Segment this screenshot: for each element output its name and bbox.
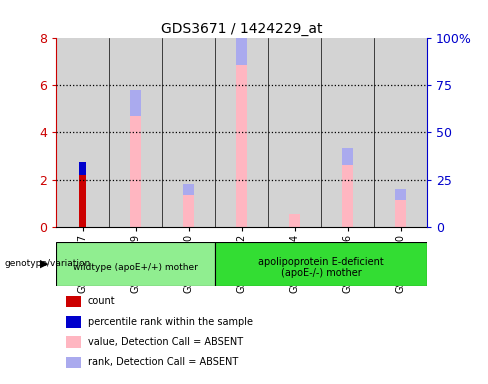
Text: value, Detection Call = ABSENT: value, Detection Call = ABSENT <box>88 337 243 347</box>
Bar <box>215 242 427 286</box>
Bar <box>162 38 215 227</box>
Bar <box>289 214 300 227</box>
Bar <box>215 38 268 227</box>
Text: apolipoprotein E-deficient
(apoE-/-) mother: apolipoprotein E-deficient (apoE-/-) mot… <box>258 257 384 278</box>
Bar <box>56 242 215 286</box>
Text: rank, Detection Call = ABSENT: rank, Detection Call = ABSENT <box>88 358 238 367</box>
Bar <box>321 38 374 227</box>
Bar <box>109 38 162 227</box>
Bar <box>268 38 321 227</box>
Bar <box>374 38 427 227</box>
Bar <box>183 195 194 227</box>
Bar <box>395 200 406 227</box>
Bar <box>395 189 406 200</box>
Bar <box>342 148 353 166</box>
Bar <box>130 90 141 116</box>
Text: wildtype (apoE+/+) mother: wildtype (apoE+/+) mother <box>73 263 198 272</box>
Bar <box>56 38 109 227</box>
Text: percentile rank within the sample: percentile rank within the sample <box>88 317 253 327</box>
Bar <box>80 175 86 227</box>
Text: genotype/variation: genotype/variation <box>5 260 91 268</box>
Bar <box>130 116 141 227</box>
Text: count: count <box>88 296 116 306</box>
Bar <box>80 162 86 175</box>
Bar <box>236 65 247 227</box>
Bar <box>342 166 353 227</box>
Title: GDS3671 / 1424229_at: GDS3671 / 1424229_at <box>161 22 322 36</box>
Bar <box>236 29 247 65</box>
Bar <box>183 184 194 195</box>
Text: ▶: ▶ <box>40 259 48 269</box>
